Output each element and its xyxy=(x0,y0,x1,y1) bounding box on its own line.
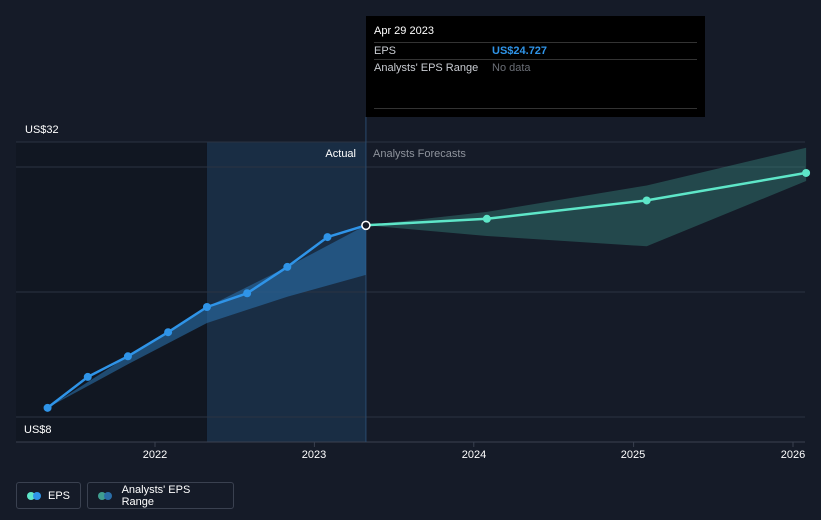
eps-point-actual-4[interactable] xyxy=(202,303,211,311)
x-tick-2022: 2022 xyxy=(142,449,168,461)
eps-point-actual-7[interactable] xyxy=(323,233,332,242)
actual-section-label: Actual xyxy=(325,148,356,160)
legend-eps-label: EPS xyxy=(47,489,70,502)
tooltip-eps-row: EPS US$24.727 xyxy=(374,42,697,59)
analysts-eps-range-forecast xyxy=(365,147,807,247)
eps-line-forecast xyxy=(365,171,807,227)
legend-eps-button[interactable]: EPS xyxy=(16,482,81,509)
x-tick-2025: 2025 xyxy=(620,449,646,461)
legend-range-label: Analysts' EPS Range xyxy=(121,483,191,508)
eps-point-actual-5[interactable] xyxy=(243,289,252,298)
legend-range-button[interactable]: Analysts' EPS Range xyxy=(87,482,234,509)
eps-point-actual-6[interactable] xyxy=(283,262,292,271)
eps-point-actual-3[interactable] xyxy=(164,328,173,337)
eps-legend-icon xyxy=(27,491,41,500)
y-axis-top-label: US$32 xyxy=(25,124,59,136)
analysts-eps-range-actual xyxy=(47,225,366,408)
eps-highlight-point[interactable] xyxy=(361,220,371,231)
eps-point-forecast-3[interactable] xyxy=(802,168,811,177)
tooltip-eps-label: EPS xyxy=(374,45,397,57)
forecast-section-label: Analysts Forecasts xyxy=(373,148,466,160)
eps-point-actual-1[interactable] xyxy=(83,372,92,381)
tooltip-eps-value: US$24.727 xyxy=(492,45,548,57)
y-axis-bottom-label: US$8 xyxy=(24,424,52,436)
tooltip-date: Apr 29 2023 xyxy=(374,25,434,37)
eps-point-actual-2[interactable] xyxy=(123,352,132,361)
eps-point-forecast-1[interactable] xyxy=(482,214,491,223)
range-legend-icon xyxy=(98,491,114,500)
x-tick-2023: 2023 xyxy=(301,449,327,461)
eps-point-actual-0[interactable] xyxy=(43,403,52,412)
tooltip-range-label: Analysts' EPS Range xyxy=(374,62,479,74)
x-tick-2024: 2024 xyxy=(461,449,487,461)
hover-tooltip: Apr 29 2023 EPS US$24.727 Analysts' EPS … xyxy=(366,16,705,117)
tooltip-range-value: No data xyxy=(492,62,531,74)
tooltip-range-row: Analysts' EPS Range No data xyxy=(374,59,697,76)
x-tick-2026: 2026 xyxy=(780,449,806,461)
tooltip-divider xyxy=(374,108,697,109)
eps-point-forecast-2[interactable] xyxy=(642,196,651,205)
